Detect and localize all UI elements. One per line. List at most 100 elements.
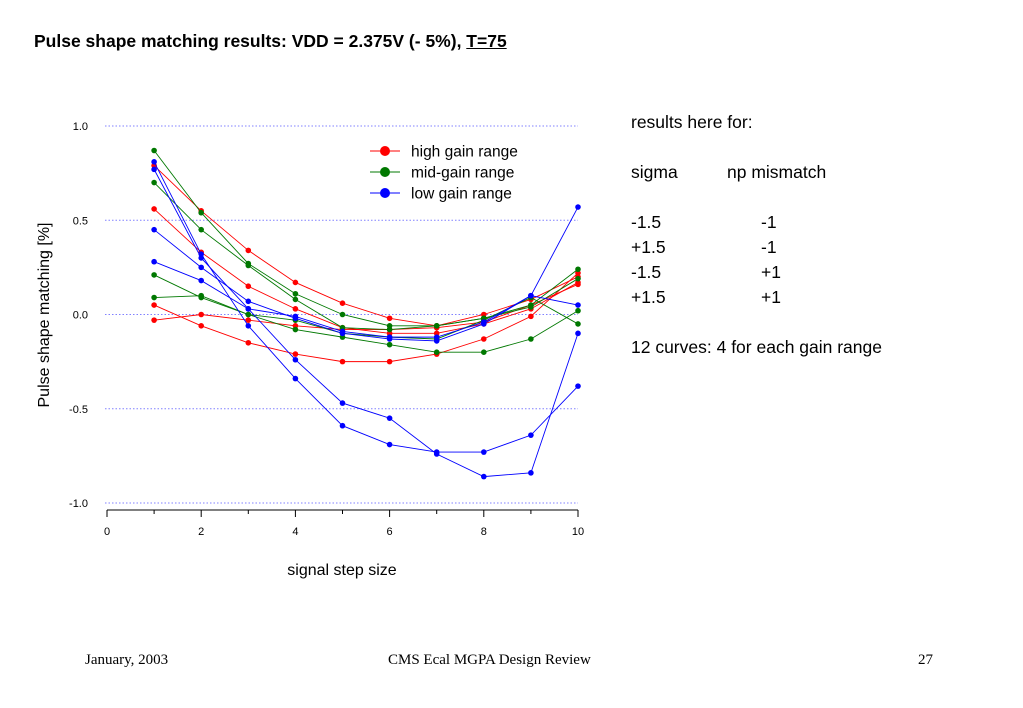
data-point [528, 292, 534, 299]
data-point [575, 275, 581, 282]
data-point [528, 336, 534, 342]
np-value: +1 [761, 262, 781, 282]
data-point [245, 311, 252, 318]
np-value: -1 [761, 237, 777, 257]
data-point [339, 358, 346, 365]
data-point [292, 279, 299, 286]
x-tick-label: 10 [572, 526, 584, 538]
legend-label: high gain range [411, 144, 518, 161]
data-point [151, 272, 157, 278]
data-point [386, 334, 393, 340]
y-tick-label: 1.0 [73, 121, 88, 133]
data-point [481, 349, 487, 356]
data-point [292, 326, 299, 333]
data-point [481, 336, 487, 342]
data-point [481, 319, 487, 325]
data-point [151, 147, 157, 154]
x-axis-label: signal step size [287, 562, 396, 579]
data-point [292, 351, 299, 357]
x-tick-label: 8 [481, 526, 487, 538]
x-tick-label: 4 [292, 526, 298, 538]
data-point [198, 255, 204, 261]
series-low-gain-1 [151, 159, 581, 455]
y-tick-label: 0.5 [73, 215, 88, 227]
data-point [292, 290, 299, 297]
data-point [386, 341, 393, 348]
chart-axes: 1.0 0.5 0.0 -0.5 -1.0 0 2 4 6 8 10 [69, 121, 584, 538]
data-point [245, 283, 252, 290]
series-line [153, 169, 579, 478]
data-point [151, 258, 157, 265]
notes-column-headers: sigma np mismatch [631, 160, 882, 185]
legend-marker [380, 167, 390, 177]
data-point [151, 179, 157, 186]
series-line [153, 161, 579, 453]
data-point [528, 313, 534, 320]
data-point [151, 317, 157, 323]
sigma-value: -1.5 [631, 262, 662, 282]
np-value: -1 [761, 212, 777, 232]
data-point [245, 262, 252, 269]
legend-item-low: low gain range [370, 186, 512, 203]
sigma-value: +1.5 [631, 237, 666, 257]
data-point [292, 296, 299, 303]
data-point [339, 311, 346, 318]
data-point [481, 473, 487, 480]
data-point [292, 375, 299, 382]
data-point [433, 323, 440, 329]
notes-row: -1.5 -1 [631, 210, 882, 235]
legend-label: low gain range [411, 186, 512, 203]
data-point [198, 323, 204, 329]
data-point [575, 307, 581, 314]
data-point [433, 451, 440, 457]
data-point [575, 204, 581, 210]
y-tick-label: -0.5 [69, 404, 88, 416]
data-point [339, 300, 346, 306]
sigma-value: -1.5 [631, 212, 662, 232]
data-point [151, 206, 157, 212]
data-point [575, 330, 581, 337]
data-point [198, 264, 204, 271]
sigma-header: sigma [631, 162, 678, 182]
series-line [153, 150, 579, 327]
data-point [528, 432, 534, 438]
data-point [292, 306, 299, 312]
data-point [198, 292, 204, 299]
data-point [339, 400, 346, 406]
data-point [245, 306, 252, 312]
data-point [386, 326, 393, 333]
data-point [386, 315, 393, 322]
footer-page-number: 27 [918, 652, 933, 668]
slide-title: Pulse shape matching results: VDD = 2.37… [34, 31, 507, 52]
notes-row: +1.5 +1 [631, 285, 882, 310]
data-point [339, 328, 346, 335]
series-line [153, 206, 579, 342]
series-line [153, 208, 579, 334]
series-line [153, 165, 579, 327]
data-point [198, 209, 204, 216]
legend-label: mid-gain range [411, 165, 514, 182]
data-point [151, 166, 157, 173]
x-tick-label: 2 [198, 526, 204, 538]
x-tick-label: 0 [104, 526, 110, 538]
y-tick-label: -1.0 [69, 498, 88, 510]
np-mismatch-header: np mismatch [727, 162, 827, 182]
data-point [575, 383, 581, 389]
data-point [151, 302, 157, 308]
series-low-gain-4 [151, 258, 581, 340]
data-point [386, 415, 393, 421]
notes-row: +1.5 -1 [631, 235, 882, 260]
sigma-value: +1.5 [631, 287, 666, 307]
series-high-gain-2 [151, 270, 581, 365]
series-line [154, 295, 579, 340]
legend-item-high: high gain range [370, 144, 518, 161]
series-line [153, 182, 579, 331]
data-point [575, 321, 581, 327]
data-point [528, 304, 534, 310]
series-mid-gain-2 [151, 179, 581, 333]
data-point [245, 317, 252, 323]
data-point [151, 294, 157, 301]
notes-heading: results here for: [631, 112, 753, 132]
np-value: +1 [761, 287, 781, 307]
